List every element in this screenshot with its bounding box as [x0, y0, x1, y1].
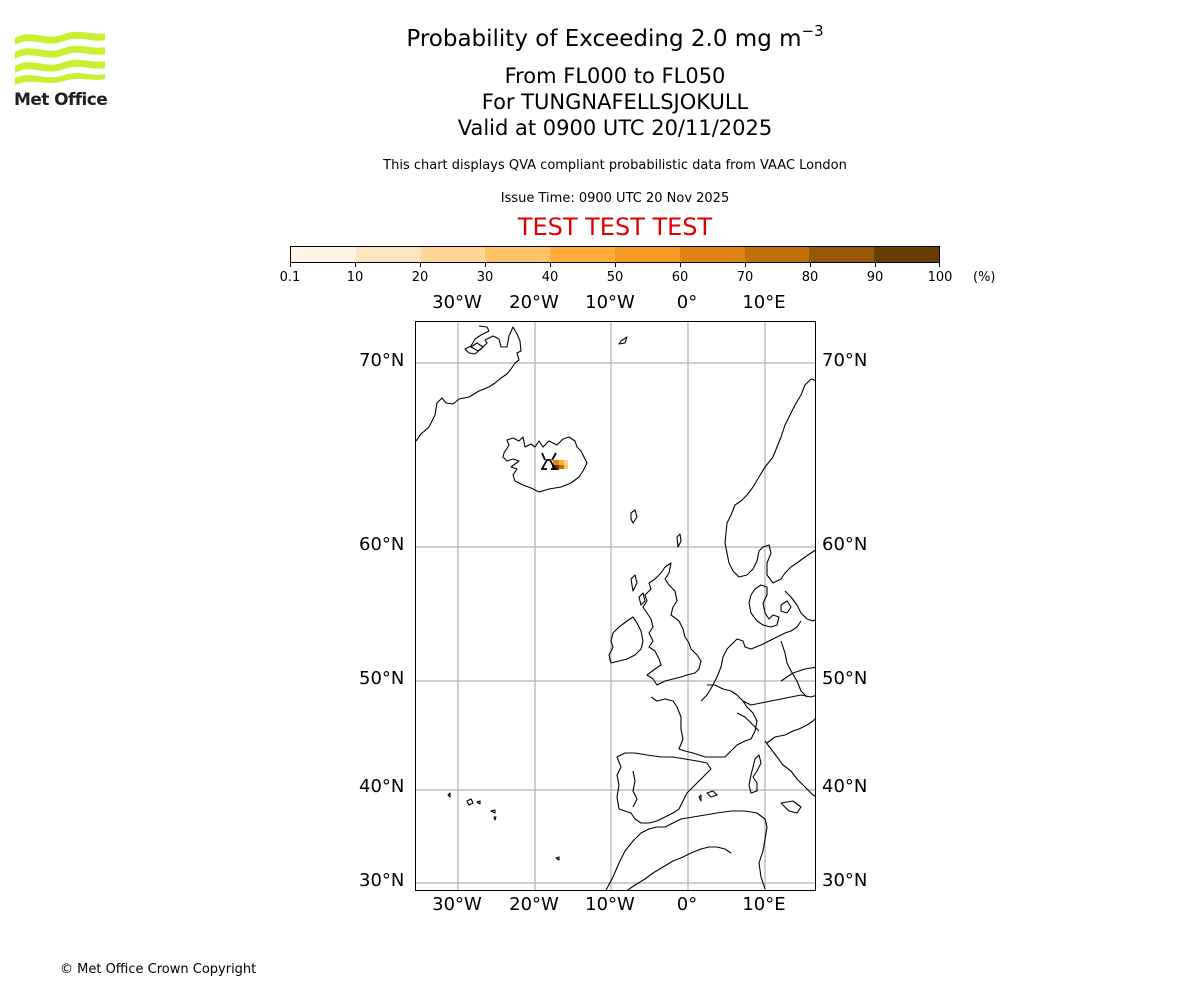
colorbar-tick: [615, 263, 616, 267]
colorbar-label: 80: [801, 270, 819, 285]
logo-text: Met Office: [14, 90, 108, 110]
colorbar-tick: [680, 263, 681, 267]
lon-label-top: 10°E: [742, 292, 786, 313]
colorbar-label: 30: [476, 270, 494, 285]
chart-title: Probability of Exceeding 2.0 mg m−3: [0, 22, 1200, 52]
colorbar-label: 10: [346, 270, 364, 285]
colorbar-segment: [874, 247, 939, 262]
colorbar-tick: [745, 263, 746, 267]
lon-label-top: 10°W: [585, 292, 635, 313]
colorbar-segment: [550, 247, 615, 262]
flight-levels: From FL000 to FL050: [504, 64, 726, 88]
colorbar-label: 90: [866, 270, 884, 285]
colorbar-segment: [420, 247, 486, 262]
issue-time: Issue Time: 0900 UTC 20 Nov 2025: [500, 191, 730, 206]
title-superscript: −3: [801, 22, 824, 40]
lon-label-bottom: 0°: [676, 894, 698, 915]
lon-label-bottom: 10°E: [742, 894, 786, 915]
title-text: Probability of Exceeding 2.0 mg m: [406, 26, 802, 52]
colorbar-segment: [809, 247, 875, 262]
lat-label-right: 40°N: [822, 776, 868, 797]
info-line: This chart displays QVA compliant probab…: [383, 158, 847, 173]
subtitle-block: From FL000 to FL050 For TUNGNAFELLSJOKUL…: [0, 63, 1200, 141]
colorbar-unit: (%): [973, 270, 996, 285]
colorbar-tick: [355, 263, 356, 267]
colorbar-tick: [290, 263, 291, 267]
colorbar-tick: [550, 263, 551, 267]
colorbar-label: 40: [541, 270, 559, 285]
lon-label-bottom: 30°W: [432, 894, 482, 915]
valid-time: Valid at 0900 UTC 20/11/2025: [457, 116, 773, 140]
colorbar-segment: [485, 247, 551, 262]
volcano-name: For TUNGNAFELLSJOKULL: [481, 90, 749, 114]
lat-label-left: 70°N: [359, 350, 405, 371]
colorbar-segment: [291, 247, 356, 262]
lon-label-bottom: 20°W: [509, 894, 559, 915]
colorbar-label: 60: [671, 270, 689, 285]
lat-label-right: 50°N: [822, 668, 868, 689]
lat-label-left: 60°N: [359, 534, 405, 555]
ash-probability-plume: [552, 460, 568, 470]
lon-label-bottom: 10°W: [585, 894, 635, 915]
colorbar: [290, 246, 940, 263]
lat-label-right: 30°N: [822, 870, 868, 891]
coastlines: [416, 325, 815, 890]
colorbar-tick: [810, 263, 811, 267]
volcano-icon: [541, 452, 557, 470]
test-banner: TEST TEST TEST: [517, 213, 713, 241]
lat-label-left: 30°N: [359, 870, 405, 891]
map-panel[interactable]: [415, 321, 816, 891]
colorbar-tick: [939, 263, 940, 267]
colorbar-label: 50: [606, 270, 624, 285]
lat-label-left: 50°N: [359, 668, 405, 689]
colorbar-label: 0.1: [279, 270, 301, 285]
colorbar-tick: [875, 263, 876, 267]
map-svg: [416, 322, 815, 890]
colorbar-tick: [420, 263, 421, 267]
lon-label-top: 30°W: [432, 292, 482, 313]
lat-label-left: 40°N: [359, 776, 405, 797]
lon-label-top: 20°W: [509, 292, 559, 313]
colorbar-label: 70: [736, 270, 754, 285]
colorbar-segment: [614, 247, 680, 262]
colorbar-label: 100: [927, 270, 953, 285]
lon-label-top: 0°: [676, 292, 698, 313]
met-office-waves-icon: [15, 31, 105, 85]
colorbar-tick: [485, 263, 486, 267]
colorbar-segment: [679, 247, 745, 262]
lat-label-right: 60°N: [822, 534, 868, 555]
colorbar-segment: [355, 247, 421, 262]
copyright-notice: © Met Office Crown Copyright: [60, 962, 257, 977]
lat-label-right: 70°N: [822, 350, 868, 371]
graticule: [416, 322, 815, 890]
colorbar-segment: [744, 247, 810, 262]
met-office-logo: Met Office: [14, 30, 108, 112]
colorbar-label: 20: [411, 270, 429, 285]
